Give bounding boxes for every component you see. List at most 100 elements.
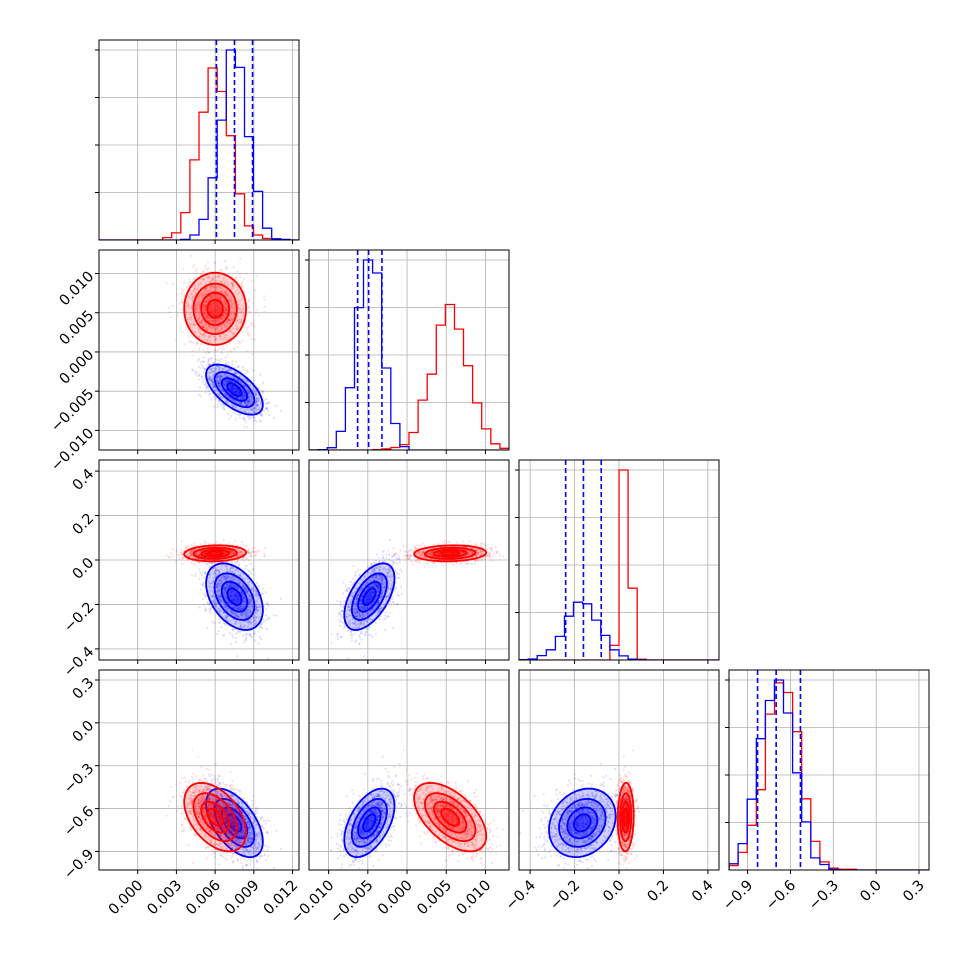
scatter-point [257,642,260,645]
scatter-point [242,277,245,281]
scatter-point [192,323,195,326]
scatter-point [221,565,224,568]
scatter-point [220,375,223,378]
scatter-point [209,552,212,555]
scatter-point [203,383,207,386]
scatter-point [253,418,256,421]
scatter-point [229,383,232,387]
scatter-point [203,334,206,337]
scatter-point [235,391,238,394]
scatter-point [185,313,188,316]
scatter-point [226,379,229,382]
scatter-point [207,275,210,278]
scatter-point [241,549,244,553]
scatter-point [240,402,243,405]
scatter-point [200,319,203,322]
scatter-point [231,385,235,388]
scatter-point [230,379,233,383]
scatter-point [228,342,231,345]
scatter-point [236,371,239,375]
scatter-point [255,401,258,405]
scatter-point [242,394,245,398]
scatter-point [263,298,266,301]
scatter-point [225,267,228,270]
scatter-point [185,308,188,311]
scatter-point [197,336,200,339]
scatter-point [217,382,220,385]
scatter-point [255,392,258,396]
scatter-point [247,393,250,396]
scatter-point [219,316,222,319]
scatter-point [192,323,195,326]
scatter-point [216,541,219,544]
scatter-point [220,351,223,354]
scatter-point [178,302,181,305]
scatter-point [199,550,202,554]
scatter-point [218,317,221,321]
scatter-point [244,567,247,570]
scatter-point [231,283,234,287]
scatter-point [225,320,229,323]
scatter-point [192,320,195,323]
scatter-point [234,389,237,392]
scatter-point [253,410,256,413]
scatter-point [236,388,239,392]
scatter-point [210,376,214,379]
scatter-point [244,393,247,396]
scatter-point [220,389,223,392]
scatter-point [221,314,225,317]
scatter-point [230,388,233,391]
scatter-point [243,401,247,404]
scatter-point [203,293,206,296]
scatter-point [203,552,206,555]
scatter-point [226,380,229,383]
scatter-point [216,296,219,299]
scatter-point [199,321,202,324]
scatter-point [208,324,211,327]
scatter-point [214,552,217,555]
scatter-point [240,321,243,324]
scatter-point [251,550,254,553]
scatter-point [203,306,206,309]
scatter-point [222,538,225,542]
scatter-point [235,396,239,399]
scatter-point [209,310,212,313]
scatter-point [236,390,239,393]
scatter-point [218,297,221,300]
scatter-point [203,367,206,370]
scatter-point [205,304,208,307]
scatter-point [225,624,228,627]
panel-2-0: −0.4−0.20.00.20.4 [61,459,300,680]
scatter-point [245,410,248,413]
scatter-point [251,353,254,356]
scatter-point [203,281,207,284]
scatter-point [198,304,201,307]
scatter-point [187,321,190,324]
scatter-point [250,635,253,638]
scatter-point [194,373,197,376]
scatter-point [253,630,256,634]
scatter-point [180,300,183,303]
scatter-point [170,316,173,319]
scatter-point [217,273,220,276]
scatter-point [224,387,228,390]
scatter-point [217,382,220,385]
scatter-point [192,288,196,291]
scatter-point [237,300,240,303]
scatter-point [204,552,207,555]
scatter-point [208,319,211,323]
scatter-point [239,320,242,323]
scatter-point [197,296,200,299]
scatter-point [216,303,219,306]
scatter-point [203,593,206,596]
scatter-point [234,391,237,394]
scatter-point [190,549,193,553]
scatter-point [189,553,193,556]
scatter-point [214,309,218,312]
scatter-point [228,380,231,383]
scatter-point [265,614,268,617]
scatter-point [238,390,241,393]
scatter-point [246,403,249,406]
scatter-point [250,280,253,283]
scatter-point [189,323,192,326]
